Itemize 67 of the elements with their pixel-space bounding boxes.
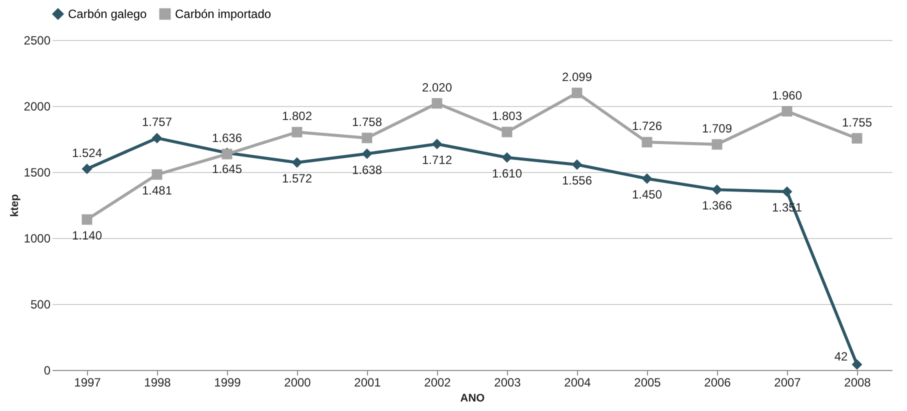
x-tick-label: 2003 <box>494 376 522 390</box>
point <box>152 169 162 180</box>
data-label: 2.099 <box>562 70 592 84</box>
point <box>362 148 372 160</box>
data-label: 1.802 <box>282 109 312 124</box>
data-label: 1.712 <box>422 153 452 168</box>
point <box>852 133 862 144</box>
data-label: 1.645 <box>212 162 242 176</box>
data-label: 1.524 <box>72 146 102 160</box>
y-tick-label: 2000 <box>24 100 51 114</box>
data-label: 1.572 <box>282 171 312 186</box>
y-tick-label: 0 <box>44 364 51 378</box>
point <box>782 186 792 197</box>
x-tick-label: 2007 <box>774 376 802 390</box>
data-label: 1.638 <box>352 162 382 177</box>
data-label: 1.755 <box>842 115 872 130</box>
point <box>852 359 862 370</box>
data-label: 1.636 <box>212 131 242 146</box>
point <box>362 132 372 144</box>
point <box>782 106 792 117</box>
point <box>152 132 162 144</box>
y-axis-title: ktep <box>8 194 21 217</box>
data-label: 2.020 <box>422 80 452 94</box>
point <box>502 126 512 138</box>
point <box>572 159 582 170</box>
x-tick-label: 2000 <box>284 376 312 390</box>
point <box>712 184 722 195</box>
data-label: 1.758 <box>352 114 382 129</box>
x-tick-label: 2002 <box>424 376 452 390</box>
point <box>712 139 722 150</box>
point <box>432 98 442 109</box>
data-label: 1.366 <box>702 198 732 213</box>
data-label: 1.481 <box>142 184 172 198</box>
y-tick-label: 1000 <box>24 232 51 246</box>
point <box>572 88 582 98</box>
y-tick-label: 500 <box>30 298 51 312</box>
data-label: 1.610 <box>492 166 522 180</box>
x-axis-title: ANO <box>460 392 486 404</box>
data-label: 1.140 <box>72 228 102 243</box>
point <box>642 136 652 148</box>
x-tick-label: 2005 <box>634 376 662 390</box>
point <box>642 173 652 184</box>
x-tick-label: 1998 <box>144 376 172 390</box>
y-tick-label: 2500 <box>24 34 51 48</box>
x-tick-label: 1999 <box>214 376 242 390</box>
x-tick-label: 2008 <box>844 376 872 390</box>
point <box>292 126 302 138</box>
data-label: 1.726 <box>632 119 662 134</box>
x-tick-label: 2006 <box>704 376 732 390</box>
point <box>292 157 302 168</box>
data-label: 1.960 <box>772 88 802 102</box>
point <box>82 164 92 174</box>
legend-label: Carbón galego <box>68 7 148 21</box>
data-label: 1.803 <box>492 109 522 124</box>
x-tick-label: 2004 <box>564 376 592 390</box>
legend-label: Carbón importado <box>175 7 272 21</box>
x-tick-label: 2001 <box>354 376 382 390</box>
data-label: 1.709 <box>702 121 732 136</box>
point <box>82 214 92 225</box>
data-label: 42 <box>834 349 848 364</box>
point <box>432 138 442 150</box>
data-label: 1.450 <box>632 188 662 202</box>
x-tick-label: 1997 <box>74 376 102 390</box>
y-tick-label: 1500 <box>24 166 51 180</box>
point <box>502 152 512 163</box>
data-label: 1.757 <box>142 115 172 130</box>
data-label: 1.556 <box>562 174 592 188</box>
